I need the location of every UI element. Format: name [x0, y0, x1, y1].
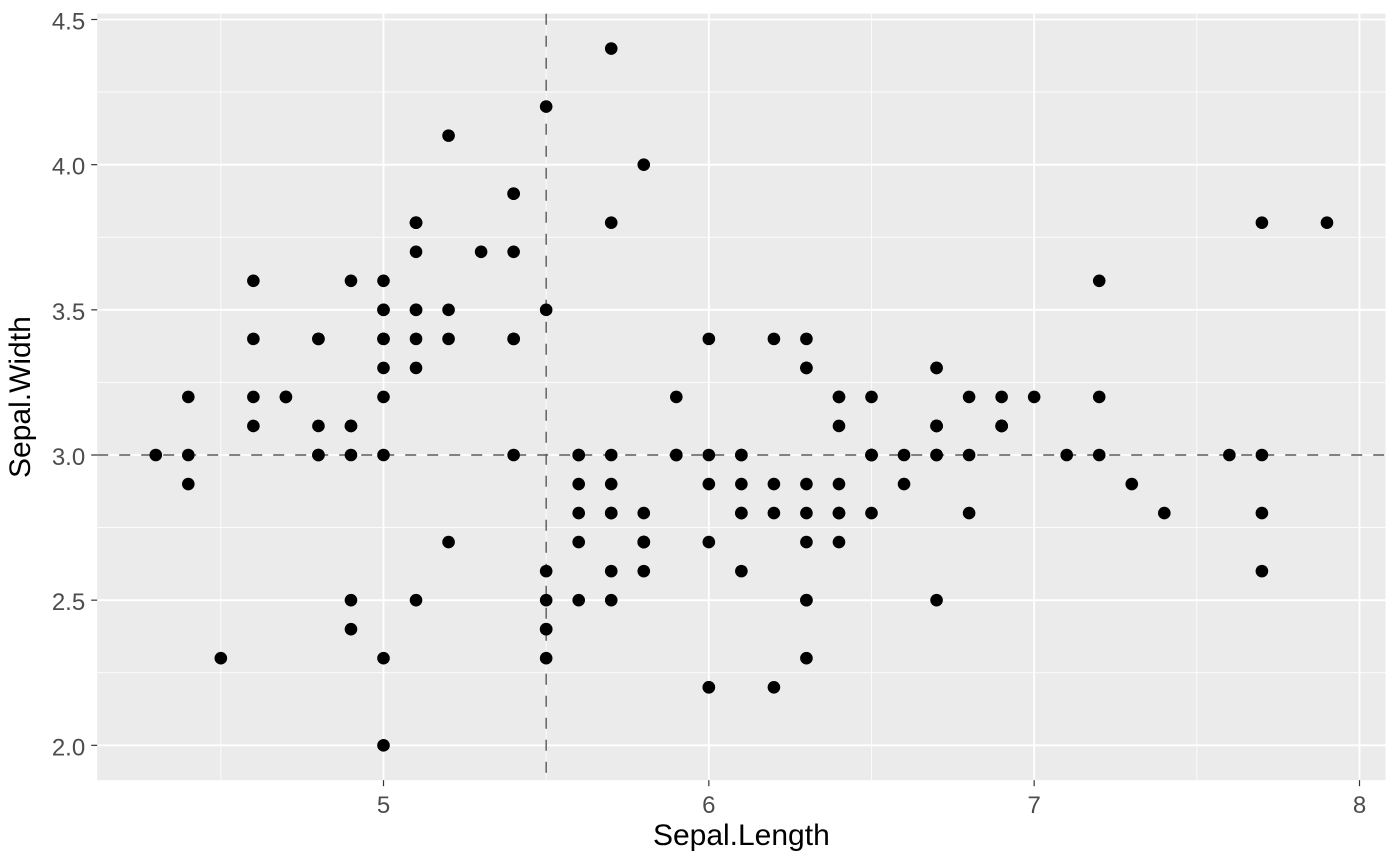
svg-text:2.0: 2.0 — [52, 734, 85, 761]
svg-text:3.5: 3.5 — [52, 299, 85, 326]
svg-text:7: 7 — [1027, 792, 1040, 819]
svg-text:4.5: 4.5 — [52, 9, 85, 36]
svg-text:8: 8 — [1353, 792, 1366, 819]
svg-text:4.0: 4.0 — [52, 154, 85, 181]
svg-text:6: 6 — [702, 792, 715, 819]
svg-text:2.5: 2.5 — [52, 589, 85, 616]
svg-text:5: 5 — [377, 792, 390, 819]
svg-text:3.0: 3.0 — [52, 444, 85, 471]
